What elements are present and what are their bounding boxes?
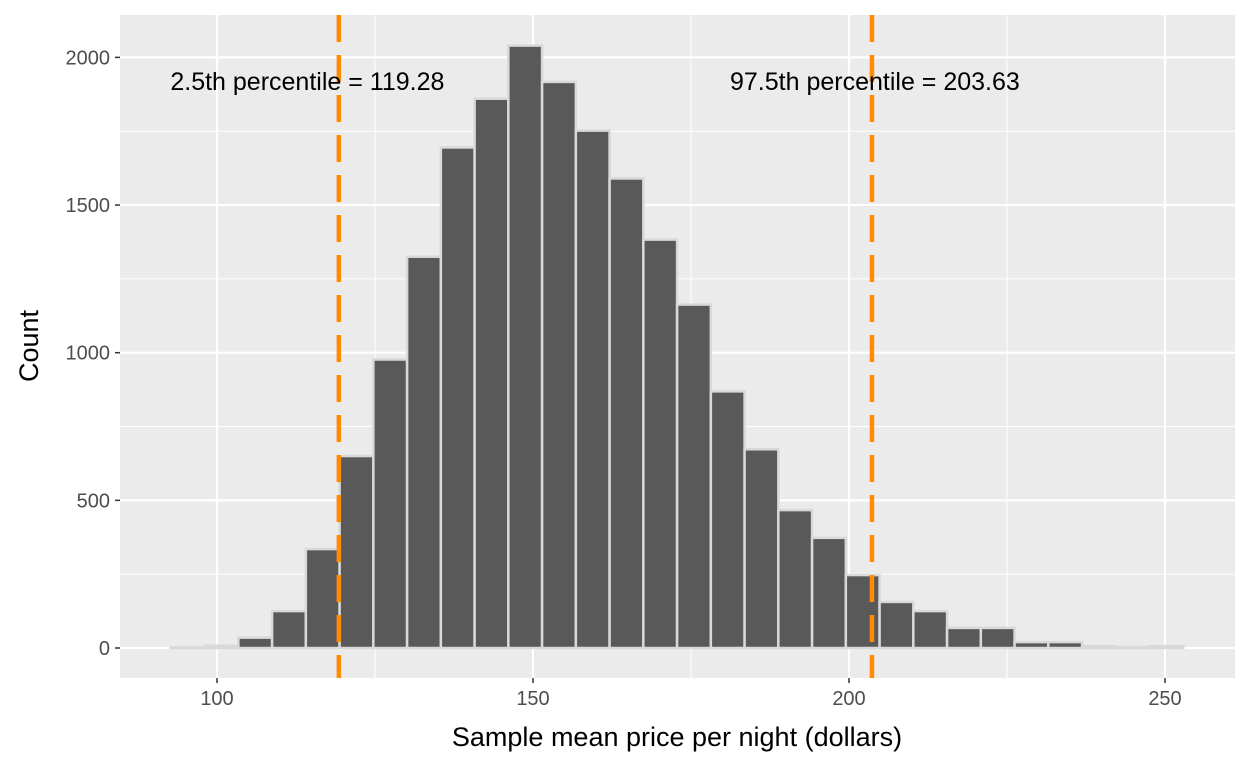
histogram-bar — [372, 358, 409, 650]
histogram-bar — [507, 44, 544, 650]
histogram-bar — [304, 547, 341, 650]
histogram-bar — [709, 390, 746, 650]
histogram-bar — [1080, 644, 1118, 650]
histogram-bar — [439, 146, 476, 650]
x-tick-label: 150 — [516, 688, 549, 710]
y-tick-label: 2000 — [66, 47, 111, 69]
y-tick-label: 1500 — [66, 195, 111, 217]
y-tick-label: 500 — [77, 490, 110, 512]
percentile-lines — [336, 15, 875, 678]
histogram-bar — [675, 303, 713, 650]
histogram-bar — [1114, 645, 1151, 650]
histogram-bar — [1013, 640, 1050, 650]
x-tick-label: 100 — [200, 688, 233, 710]
x-tick-label: 250 — [1148, 688, 1181, 710]
histogram-bar — [237, 636, 274, 650]
y-axis-label: Count — [14, 309, 44, 382]
histogram-bar — [642, 238, 679, 650]
histogram-bar — [743, 448, 780, 650]
x-axis-label: Sample mean price per night (dollars) — [452, 722, 902, 752]
y-axis-ticks: 0 500 1000 1500 2000 — [66, 47, 120, 660]
histogram-bar — [338, 454, 375, 650]
histogram-bar — [844, 573, 881, 650]
histogram-bar — [1047, 640, 1084, 650]
histogram-bar — [608, 177, 645, 650]
x-tick-label: 200 — [832, 688, 865, 710]
y-tick-label: 0 — [99, 638, 110, 660]
histogram-bar — [405, 255, 443, 650]
annotation-upper-percentile: 97.5th percentile = 203.63 — [730, 68, 1020, 96]
histogram-bar — [203, 644, 240, 650]
histogram-bar — [540, 80, 578, 650]
annotation-lower-percentile: 2.5th percentile = 119.28 — [170, 68, 444, 96]
histogram-bar — [777, 508, 814, 650]
annotations: 2.5th percentile = 119.28 97.5th percent… — [170, 68, 1019, 96]
histogram-bar — [912, 609, 949, 650]
histogram-bar — [574, 129, 611, 650]
histogram-bar — [270, 609, 308, 650]
y-tick-label: 1000 — [66, 343, 111, 365]
histogram-bar — [945, 626, 983, 650]
histogram-bars — [169, 44, 1185, 650]
histogram-bar — [810, 536, 848, 650]
x-axis-ticks: 100 150 200 250 — [200, 678, 1182, 710]
histogram-bar — [473, 97, 510, 650]
histogram-bar — [979, 626, 1016, 650]
histogram-bar — [169, 646, 206, 650]
histogram-bar — [878, 600, 915, 650]
histogram-bar — [1148, 644, 1185, 650]
